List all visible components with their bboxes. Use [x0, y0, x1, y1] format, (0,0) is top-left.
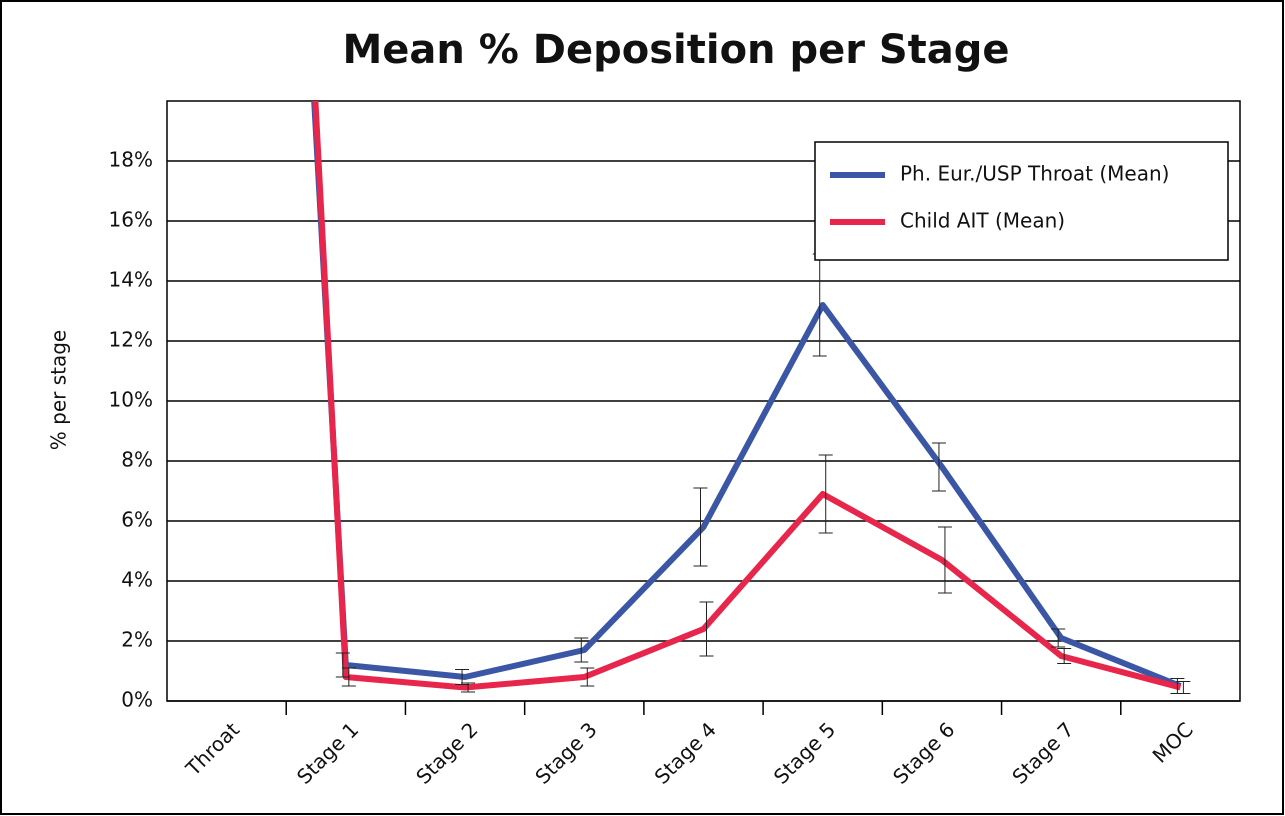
y-tick-label: 2%: [121, 628, 153, 652]
y-tick-label: 4%: [121, 568, 153, 592]
error-bar: [1057, 648, 1072, 664]
error-bar: [335, 652, 350, 678]
y-tick-label: 18%: [109, 148, 153, 172]
chart-title: Mean % Deposition per Stage: [342, 27, 1009, 73]
error-bar: [461, 682, 476, 693]
y-tick-label: 6%: [121, 508, 153, 532]
error-bar: [341, 667, 356, 687]
plot-area: [166, 100, 1241, 702]
y-tick-label: 8%: [121, 448, 153, 472]
data-line: [312, 101, 1182, 691]
y-axis-label: % per stage: [47, 330, 71, 450]
error-bar: [818, 454, 833, 534]
error-bar: [580, 667, 595, 687]
error-bar: [937, 526, 952, 594]
error-bar: [1176, 681, 1191, 694]
data-line: [311, 101, 1182, 689]
error-bar: [455, 669, 470, 685]
legend-label: Child AIT (Mean): [900, 209, 1065, 233]
error-bar: [1051, 628, 1066, 648]
legend-label: Ph. Eur./USP Throat (Mean): [900, 162, 1169, 186]
error-bar: [931, 442, 946, 492]
plot-content: [311, 101, 1191, 694]
y-tick-label: 12%: [109, 328, 153, 352]
y-tick-label: 0%: [121, 688, 153, 712]
error-bar: [699, 601, 714, 657]
y-tick-label: 16%: [109, 208, 153, 232]
error-bar: [693, 487, 708, 567]
y-tick-label: 14%: [109, 268, 153, 292]
y-tick-label: 10%: [109, 388, 153, 412]
legend-box: [814, 141, 1229, 261]
error-bar: [574, 637, 589, 663]
